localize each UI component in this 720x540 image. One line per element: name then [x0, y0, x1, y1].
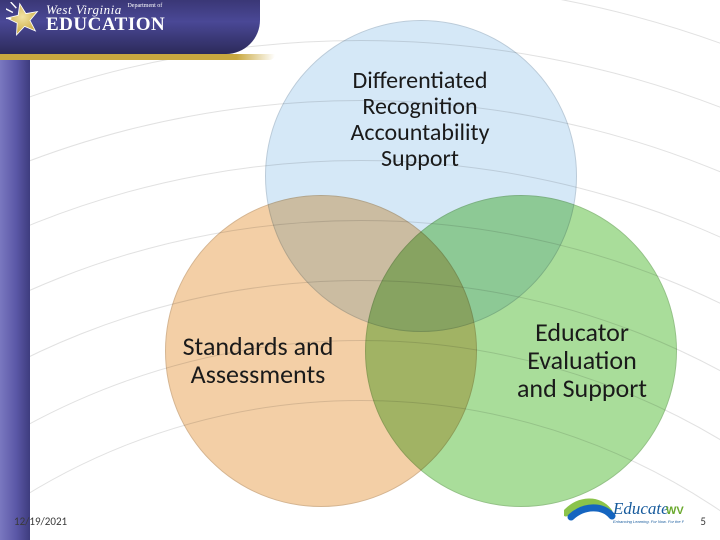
page-number: 5: [700, 515, 706, 528]
educate-word: Educate: [612, 499, 669, 518]
logo-dept-of: Department of: [127, 3, 162, 9]
star-icon: [6, 2, 40, 36]
venn-label-right: Educator Evaluation and Support: [477, 318, 687, 402]
educate-suffix: WV: [666, 505, 684, 517]
venn-label-top: Differentiated Recognition Accountabilit…: [300, 68, 540, 172]
educate-tagline: Enhancing Learning. For Now. For the Fut…: [613, 519, 684, 524]
slide: West Virginia Department of EDUCATION Di…: [0, 0, 720, 540]
venn-label-left: Standards and Assessments: [148, 332, 368, 388]
educate-wv-logo: Educate WV Enhancing Learning. For Now. …: [564, 490, 684, 532]
left-accent-bar: [0, 0, 30, 540]
footer-date: 12/19/2021: [14, 515, 67, 528]
venn-diagram: Differentiated Recognition Accountabilit…: [140, 10, 700, 530]
